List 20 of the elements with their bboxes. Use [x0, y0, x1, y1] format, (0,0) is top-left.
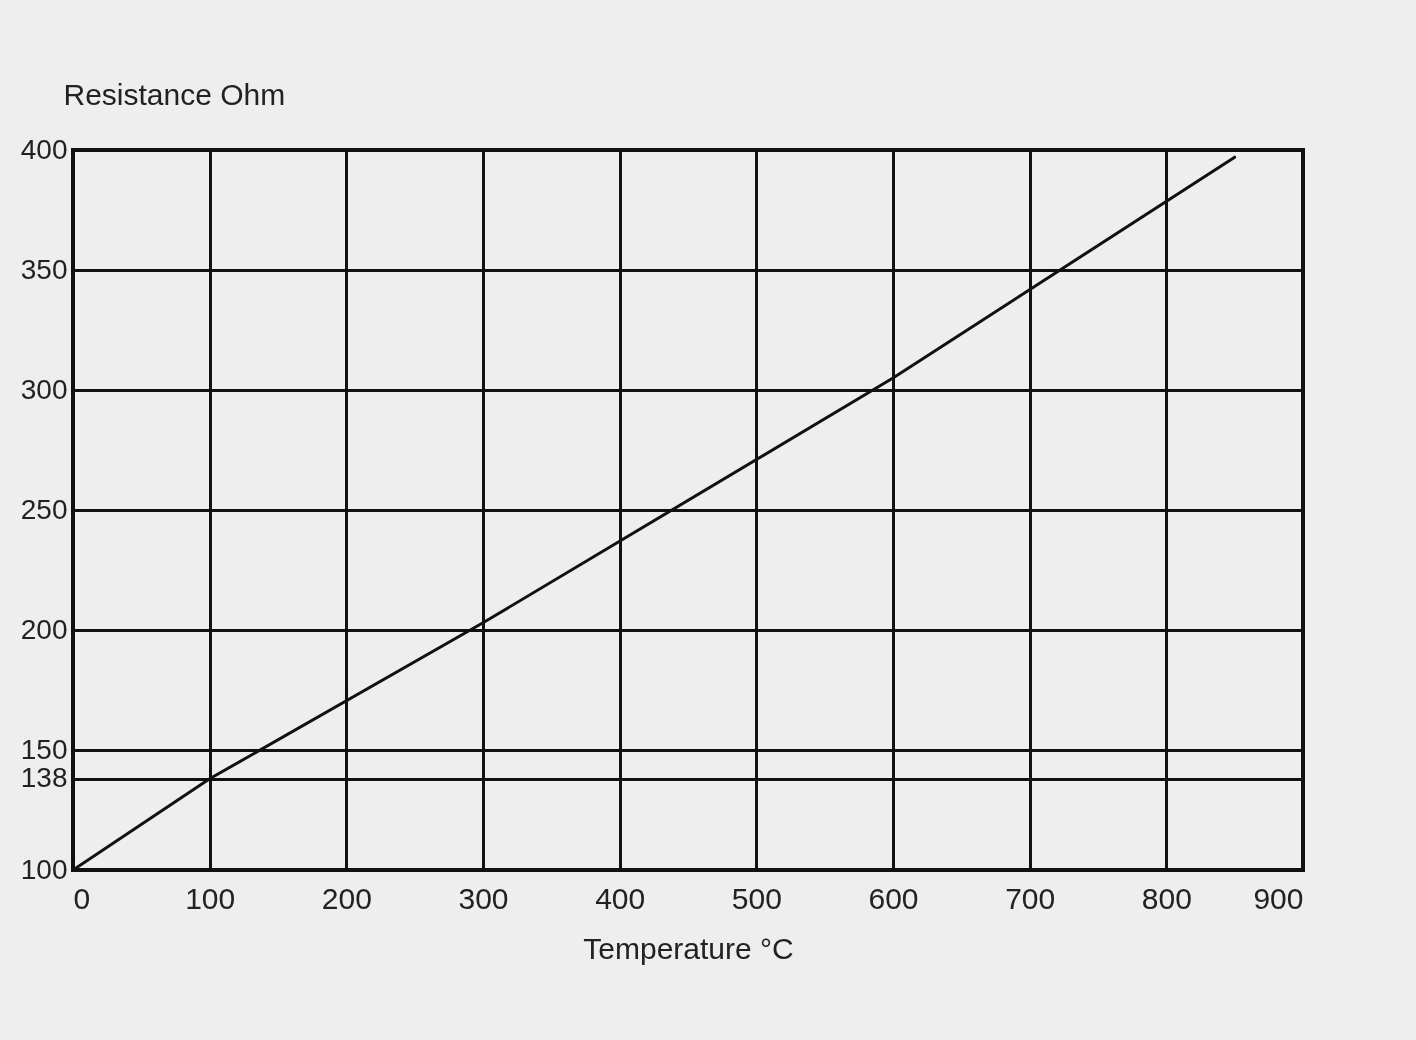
y-tick-label: 138: [20, 762, 68, 794]
x-tick-label: 500: [731, 881, 782, 915]
y-tick-label: 150: [20, 733, 68, 765]
x-tick-label: 800: [1141, 881, 1192, 915]
x-tick-label: 200: [321, 881, 372, 915]
y-tick-label: 200: [20, 613, 68, 645]
x-tick-label: 300: [458, 881, 509, 915]
x-tick-label: 0: [73, 881, 91, 915]
x-tick-label: 700: [1005, 881, 1056, 915]
x-tick-label: 100: [185, 881, 236, 915]
x-tick-label: 400: [595, 881, 646, 915]
y-tick-label: 250: [20, 493, 68, 525]
y-tick-label: 100: [20, 853, 68, 885]
y-tick-label: 300: [20, 373, 68, 405]
x-tick-label: 600: [868, 881, 919, 915]
y-axis-title: Resistance Ohm: [63, 77, 286, 111]
x-axis-title: Temperature °C: [583, 931, 794, 965]
x-tick-label: 900: [1253, 881, 1304, 915]
y-tick-label: 350: [20, 253, 68, 285]
y-tick-label: 400: [20, 133, 68, 165]
